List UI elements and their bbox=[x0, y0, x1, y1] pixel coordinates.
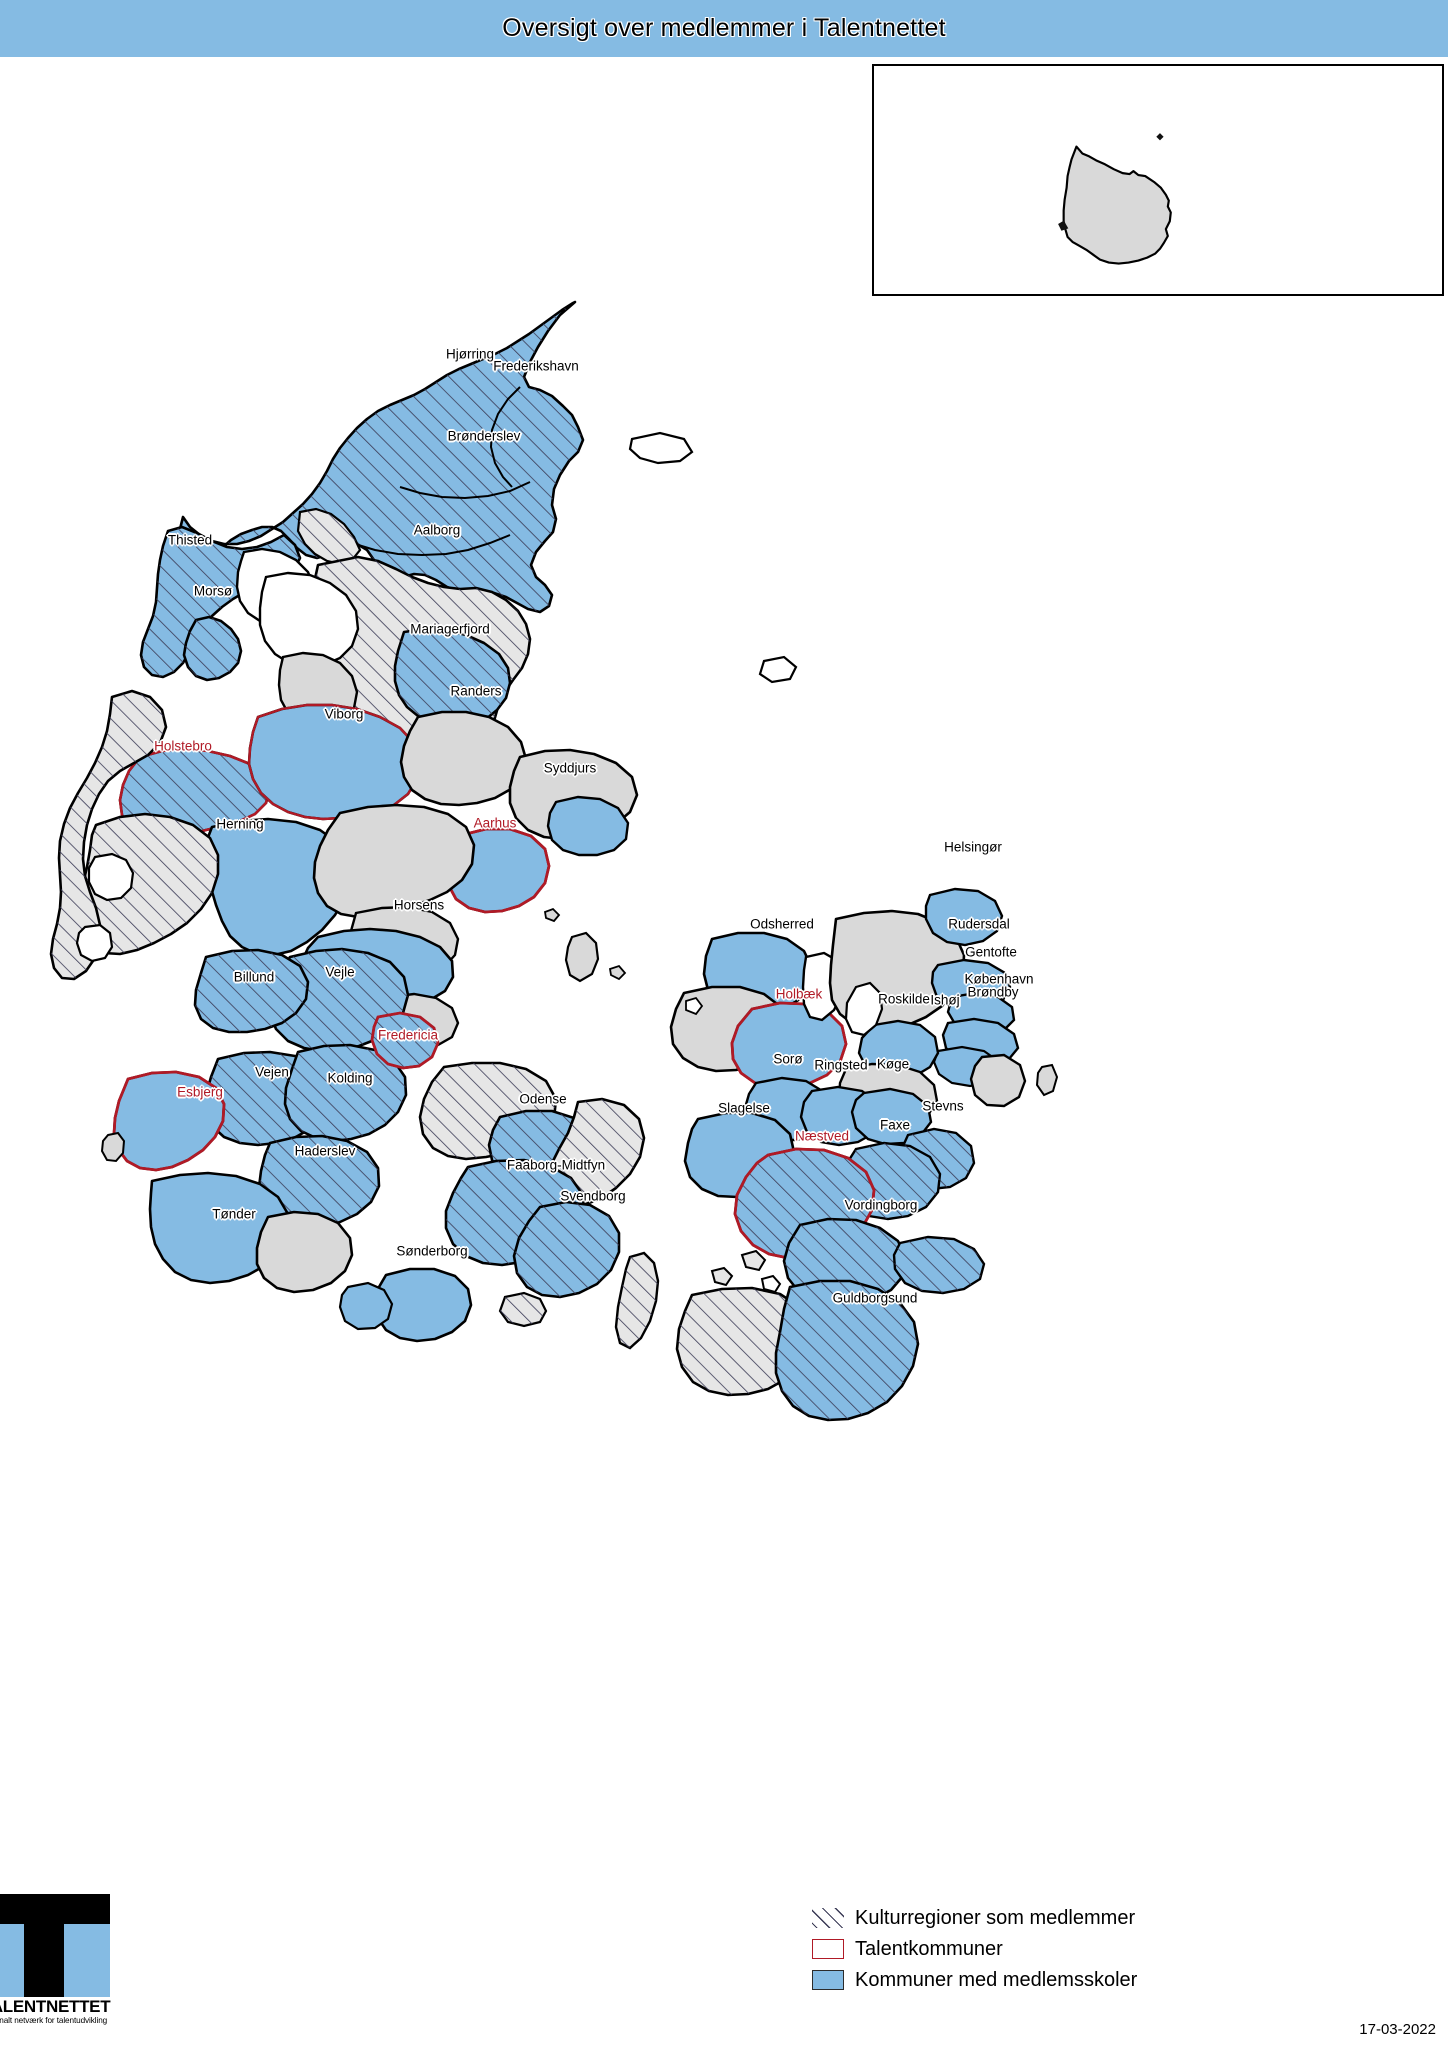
legend-label-talentkommuner: Talentkommuner bbox=[855, 1937, 1003, 1960]
christianso-islet bbox=[1156, 133, 1164, 141]
hatch-swatch-icon bbox=[812, 1908, 844, 1928]
municipality-tonder bbox=[148, 1171, 290, 1285]
island-laeso bbox=[628, 431, 694, 465]
legend-label-medlemsskoler: Kommuner med medlemsskoler bbox=[855, 1968, 1138, 1991]
municipality-kolding-hatch bbox=[285, 1045, 406, 1141]
denmark-map bbox=[0, 57, 1448, 1437]
page-title: Oversigt over medlemmer i Talentnettet bbox=[502, 14, 946, 42]
island-agerso bbox=[710, 1266, 734, 1287]
municipality-esbjerg bbox=[112, 1070, 226, 1172]
island-sejero bbox=[685, 996, 704, 1016]
municipality-randers bbox=[399, 710, 528, 807]
municipality-helsingor bbox=[924, 887, 1004, 947]
page-header: Oversigt over medlemmer i Talentnettet bbox=[0, 0, 1448, 57]
water-roskilde-fjord bbox=[844, 981, 884, 1037]
island-fejo bbox=[760, 1274, 782, 1294]
island-omo bbox=[740, 1249, 767, 1272]
island-anholt bbox=[758, 655, 798, 684]
municipality-ringkobing-skjern-hatch bbox=[78, 814, 218, 954]
municipality-aero-hatch bbox=[500, 1293, 546, 1326]
municipality-fano bbox=[100, 1131, 126, 1163]
municipality-svendborg-hatch bbox=[514, 1202, 619, 1297]
municipality-mariagerfjord-hatch bbox=[395, 629, 510, 728]
municipality-fredericia-hatch bbox=[372, 1013, 438, 1068]
bornholm-island bbox=[1062, 145, 1172, 265]
legend-label-kulturregioner: Kulturregioner som medlemmer bbox=[855, 1906, 1136, 1929]
bornholm-sw-point bbox=[1058, 220, 1069, 231]
talent-outline-fredericia bbox=[370, 1011, 440, 1070]
seam-hjorring-frederikshavn bbox=[489, 386, 521, 488]
municipality-haderslev-hatch bbox=[259, 1136, 379, 1227]
legend-item-talentkommuner: Talentkommuner bbox=[812, 1937, 1332, 1961]
legend-item-medlemsskoler: Kommuner med medlemsskoler bbox=[812, 1968, 1332, 1992]
date-stamp: 17-03-2022 bbox=[1359, 2021, 1436, 2038]
island-tuno bbox=[608, 964, 627, 981]
region-west-coast-hatched-fill bbox=[51, 691, 166, 979]
municipality-aabenraa bbox=[255, 1210, 354, 1294]
region-vendsyssel-hatch bbox=[160, 302, 583, 612]
island-saltholm bbox=[1035, 1063, 1059, 1097]
municipality-samso bbox=[564, 931, 600, 983]
logo-t-mark-icon bbox=[0, 1894, 110, 1997]
municipality-sonderborg-west bbox=[338, 1281, 394, 1331]
bornholm-inset-map bbox=[1058, 133, 1172, 265]
municipality-syddjurs bbox=[546, 795, 630, 857]
bornholm-inset-box bbox=[872, 64, 1444, 296]
denmark-map-svg bbox=[49, 300, 1059, 1422]
talentnettet-logo: TALENTNETTET nationalt netværk for talen… bbox=[0, 1894, 111, 2025]
island-endelave bbox=[543, 907, 561, 923]
seam-bronderslev-aalborg bbox=[354, 534, 511, 557]
municipality-tarnby-amager bbox=[969, 1053, 1027, 1108]
municipality-jammerbugt-north-hatch bbox=[298, 509, 360, 564]
red-outline-swatch-icon bbox=[812, 1939, 844, 1959]
municipality-billund-hatch bbox=[195, 950, 308, 1032]
blue-fill-swatch-icon bbox=[812, 1970, 844, 1990]
municipality-langeland-hatch bbox=[616, 1253, 658, 1348]
region-midtjylland-grey bbox=[312, 803, 476, 919]
map-geometry bbox=[49, 300, 1059, 1422]
seam-hjorring-bronderslev bbox=[399, 481, 531, 500]
municipality-morso-hatch bbox=[184, 617, 241, 680]
logo-tagline: nationalt netværk for talentudvikling bbox=[0, 2016, 108, 2025]
water-nissum-fjord bbox=[75, 923, 114, 963]
municipality-guldborgsund-hatch bbox=[776, 1281, 918, 1420]
legend-item-kulturregioner: Kulturregioner som medlemmer bbox=[812, 1906, 1332, 1930]
map-legend: Kulturregioner som medlemmer Talentkommu… bbox=[812, 1906, 1332, 1999]
municipality-mon-hatch bbox=[894, 1237, 984, 1293]
logo-t-stem bbox=[24, 1894, 64, 1997]
logo-wordmark: TALENTNETTET bbox=[0, 1997, 111, 2016]
water-ringkobing-fjord bbox=[87, 852, 135, 902]
